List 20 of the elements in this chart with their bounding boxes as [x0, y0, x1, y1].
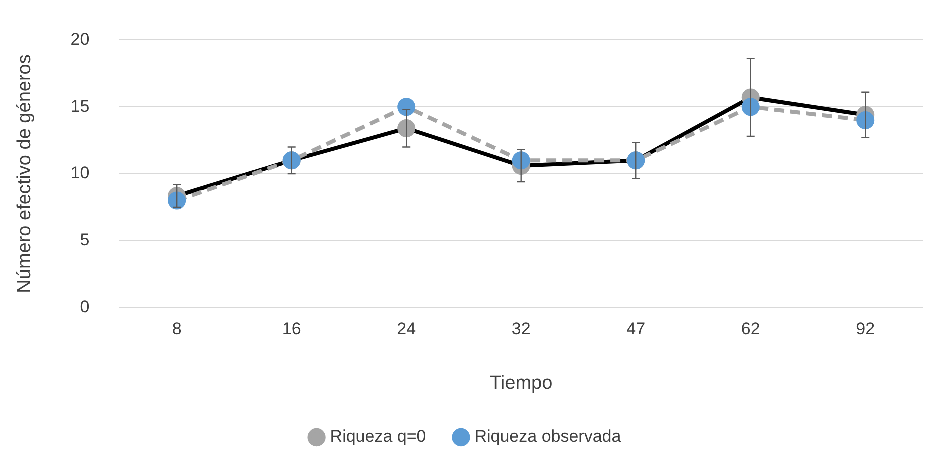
x-tick-label: 16 [282, 320, 302, 339]
point [856, 111, 875, 130]
y-tick-label: 10 [70, 164, 90, 183]
x-axis-title: Tiempo [490, 372, 553, 394]
legend-label: Riqueza observada [474, 427, 622, 446]
y-tick-label: 0 [80, 297, 90, 316]
point [512, 152, 530, 170]
x-tick-label: 32 [512, 320, 531, 339]
x-tick-label: 62 [741, 320, 760, 339]
x-tick-label: 47 [626, 320, 646, 339]
x-tick-label: 24 [397, 320, 416, 339]
x-tick-label: 8 [172, 320, 182, 339]
point [742, 98, 760, 116]
y-tick-label: 15 [70, 96, 90, 116]
point [398, 120, 416, 138]
y-tick-label: 5 [80, 230, 90, 250]
legend-label: Riqueza q=0 [330, 427, 426, 446]
x-tick-label: 92 [856, 320, 876, 339]
y-tick-label: 20 [70, 30, 90, 49]
y-axis-title: Número efectivo de géneros [14, 54, 36, 294]
